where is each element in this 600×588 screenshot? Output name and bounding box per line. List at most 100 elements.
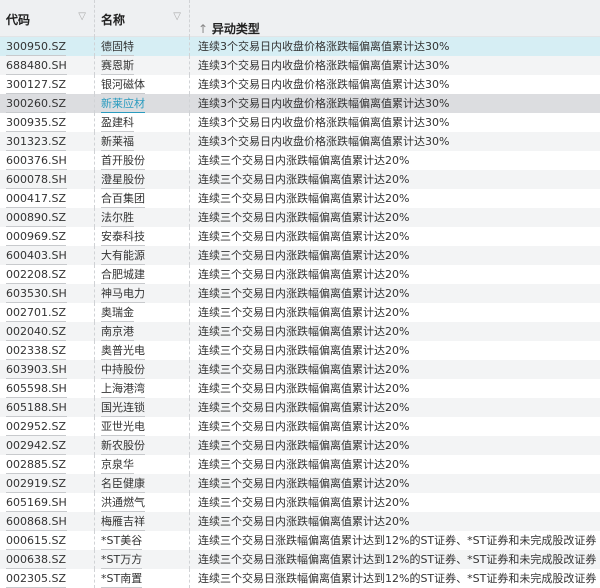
stock-code-link[interactable]: 605169.SH <box>6 495 67 512</box>
filter-icon[interactable]: ▽ <box>78 11 86 22</box>
table-row[interactable]: 605169.SH 洪通燃气 连续三个交易日内涨跌幅偏离值累计达20% <box>0 493 600 512</box>
code-cell: 605188.SH <box>0 398 95 417</box>
table-row[interactable]: 605188.SH 国光连锁 连续三个交易日内涨跌幅偏离值累计达20% <box>0 398 600 417</box>
stock-name-link[interactable]: 南京港 <box>101 324 134 341</box>
code-cell: 603903.SH <box>0 360 95 379</box>
stock-name-link[interactable]: 奥瑞金 <box>101 305 134 322</box>
table-row[interactable]: 002208.SZ 合肥城建 连续三个交易日内涨跌幅偏离值累计达20% <box>0 265 600 284</box>
stock-code-link[interactable]: 605598.SH <box>6 381 67 398</box>
stock-name-link[interactable]: 名臣健康 <box>101 476 145 493</box>
table-row[interactable]: 603530.SH 神马电力 连续三个交易日内涨跌幅偏离值累计达20% <box>0 284 600 303</box>
table-row[interactable]: 603903.SH 中持股份 连续三个交易日内涨跌幅偏离值累计达20% <box>0 360 600 379</box>
stock-name-link[interactable]: 盈建科 <box>101 115 134 132</box>
table-row[interactable]: 000615.SZ *ST美谷 连续三个交易日涨跌幅偏离值累计达到12%的ST证券、… <box>0 531 600 550</box>
stock-name-link[interactable]: 德固特 <box>101 39 134 56</box>
table-row[interactable]: 002942.SZ 新农股份 连续三个交易日内涨跌幅偏离值累计达20% <box>0 436 600 455</box>
stock-name-link[interactable]: *ST美谷 <box>101 533 143 550</box>
stock-name-link[interactable]: 洪通燃气 <box>101 495 145 512</box>
table-row[interactable]: 600078.SH 澄星股份 连续三个交易日内涨跌幅偏离值累计达20% <box>0 170 600 189</box>
table-row[interactable]: 000969.SZ 安泰科技 连续三个交易日内涨跌幅偏离值累计达20% <box>0 227 600 246</box>
table-row[interactable]: 605598.SH 上海港湾 连续三个交易日内涨跌幅偏离值累计达20% <box>0 379 600 398</box>
stock-name-link[interactable]: 新农股份 <box>101 438 145 455</box>
stock-name-link[interactable]: 首开股份 <box>101 153 145 170</box>
code-cell: 600403.SH <box>0 246 95 265</box>
column-header-type[interactable]: ↑ 异动类型 <box>198 22 260 36</box>
table-row[interactable]: 002885.SZ 京泉华 连续三个交易日内涨跌幅偏离值累计达20% <box>0 455 600 474</box>
stock-code-link[interactable]: 300260.SZ <box>6 96 67 113</box>
table-row[interactable]: 002338.SZ 奥普光电 连续三个交易日内涨跌幅偏离值累计达20% <box>0 341 600 360</box>
stock-name-link[interactable]: 上海港湾 <box>101 381 145 398</box>
stock-name-link[interactable]: *ST万方 <box>101 552 143 569</box>
stock-code-link[interactable]: 600403.SH <box>6 248 67 265</box>
stock-code-link[interactable]: 603530.SH <box>6 286 67 303</box>
stock-name-link[interactable]: 京泉华 <box>101 457 134 474</box>
stock-code-link[interactable]: 002701.SZ <box>6 305 67 322</box>
stock-code-link[interactable]: 002952.SZ <box>6 419 67 436</box>
table-row[interactable]: 300260.SZ 新莱应材 连续3个交易日内收盘价格涨跌幅偏离值累计达30% <box>0 94 600 113</box>
table-row[interactable]: 300950.SZ 德固特 连续3个交易日内收盘价格涨跌幅偏离值累计达30% <box>0 37 600 56</box>
table-row[interactable]: 002701.SZ 奥瑞金 连续三个交易日内涨跌幅偏离值累计达20% <box>0 303 600 322</box>
stock-code-link[interactable]: 300935.SZ <box>6 115 67 132</box>
table-row[interactable]: 300127.SZ 银河磁体 连续3个交易日内收盘价格涨跌幅偏离值累计达30% <box>0 75 600 94</box>
table-row[interactable]: 002305.SZ *ST南置 连续三个交易日涨跌幅偏离值累计达到12%的ST证券、… <box>0 569 600 588</box>
name-cell: *ST南置 <box>95 569 190 588</box>
stock-code-link[interactable]: 002208.SZ <box>6 267 67 284</box>
stock-name-link[interactable]: 梅雁吉祥 <box>101 514 145 531</box>
filter-icon[interactable]: ▽ <box>173 11 181 22</box>
stock-name-link[interactable]: 大有能源 <box>101 248 145 265</box>
stock-code-link[interactable]: 002942.SZ <box>6 438 67 455</box>
stock-name-link[interactable]: 奥普光电 <box>101 343 145 360</box>
stock-code-link[interactable]: 000417.SZ <box>6 191 67 208</box>
stock-name-link[interactable]: 合百集团 <box>101 191 145 208</box>
stock-code-link[interactable]: 300950.SZ <box>6 39 67 56</box>
stock-name-link[interactable]: 中持股份 <box>101 362 145 379</box>
stock-code-link[interactable]: 605188.SH <box>6 400 67 417</box>
table-row[interactable]: 002919.SZ 名臣健康 连续三个交易日内涨跌幅偏离值累计达20% <box>0 474 600 493</box>
code-cell: 600376.SH <box>0 151 95 170</box>
stock-name-link[interactable]: 澄星股份 <box>101 172 145 189</box>
stock-code-link[interactable]: 603903.SH <box>6 362 67 379</box>
stock-code-link[interactable]: 000615.SZ <box>6 533 67 550</box>
stock-code-link[interactable]: 002338.SZ <box>6 343 67 360</box>
stock-name-link[interactable]: 安泰科技 <box>101 229 145 246</box>
table-row[interactable]: 600376.SH 首开股份 连续三个交易日内涨跌幅偏离值累计达20% <box>0 151 600 170</box>
stock-code-link[interactable]: 000969.SZ <box>6 229 67 246</box>
table-row[interactable]: 600403.SH 大有能源 连续三个交易日内涨跌幅偏离值累计达20% <box>0 246 600 265</box>
name-cell: 神马电力 <box>95 284 190 303</box>
stock-name-link[interactable]: *ST南置 <box>101 571 143 588</box>
table-row[interactable]: 000417.SZ 合百集团 连续三个交易日内涨跌幅偏离值累计达20% <box>0 189 600 208</box>
stock-name-link[interactable]: 赛恩斯 <box>101 58 134 75</box>
stock-code-link[interactable]: 301323.SZ <box>6 134 67 151</box>
stock-name-link[interactable]: 法尔胜 <box>101 210 134 227</box>
stock-code-link[interactable]: 002919.SZ <box>6 476 67 493</box>
stock-name-link[interactable]: 神马电力 <box>101 286 145 303</box>
table-row[interactable]: 000890.SZ 法尔胜 连续三个交易日内涨跌幅偏离值累计达20% <box>0 208 600 227</box>
stock-code-link[interactable]: 600868.SH <box>6 514 67 531</box>
stock-code-link[interactable]: 002305.SZ <box>6 571 67 588</box>
column-header-code[interactable]: 代码 ▽ <box>0 0 95 37</box>
table-row[interactable]: 600868.SH 梅雁吉祥 连续三个交易日内涨跌幅偏离值累计达20% <box>0 512 600 531</box>
stock-name-link[interactable]: 国光连锁 <box>101 400 145 417</box>
stock-code-link[interactable]: 000890.SZ <box>6 210 67 227</box>
stock-code-link[interactable]: 600376.SH <box>6 153 67 170</box>
stock-code-link[interactable]: 688480.SH <box>6 58 67 75</box>
stock-code-link[interactable]: 000638.SZ <box>6 552 67 569</box>
stock-code-link[interactable]: 002885.SZ <box>6 457 67 474</box>
table-row[interactable]: 301323.SZ 新莱福 连续3个交易日内收盘价格涨跌幅偏离值累计达30% <box>0 132 600 151</box>
stock-code-link[interactable]: 002040.SZ <box>6 324 67 341</box>
stock-name-link[interactable]: 新莱福 <box>101 134 134 151</box>
table-row[interactable]: 688480.SH 赛恩斯 连续3个交易日内收盘价格涨跌幅偏离值累计达30% <box>0 56 600 75</box>
stock-name-link[interactable]: 亚世光电 <box>101 419 145 436</box>
table-row[interactable]: 300935.SZ 盈建科 连续3个交易日内收盘价格涨跌幅偏离值累计达30% <box>0 113 600 132</box>
stock-code-link[interactable]: 600078.SH <box>6 172 67 189</box>
column-header-name[interactable]: 名称 ▽ <box>95 0 190 37</box>
stock-name-link[interactable]: 新莱应材 <box>101 96 145 113</box>
table-row[interactable]: 002952.SZ 亚世光电 连续三个交易日内涨跌幅偏离值累计达20% <box>0 417 600 436</box>
table-row[interactable]: 002040.SZ 南京港 连续三个交易日内涨跌幅偏离值累计达20% <box>0 322 600 341</box>
code-cell: 002701.SZ <box>0 303 95 322</box>
stock-name-link[interactable]: 合肥城建 <box>101 267 145 284</box>
type-cell: 连续3个交易日内收盘价格涨跌幅偏离值累计达30% <box>198 40 450 53</box>
table-row[interactable]: 000638.SZ *ST万方 连续三个交易日涨跌幅偏离值累计达到12%的ST证券、… <box>0 550 600 569</box>
stock-code-link[interactable]: 300127.SZ <box>6 77 67 94</box>
stock-name-link[interactable]: 银河磁体 <box>101 77 145 94</box>
